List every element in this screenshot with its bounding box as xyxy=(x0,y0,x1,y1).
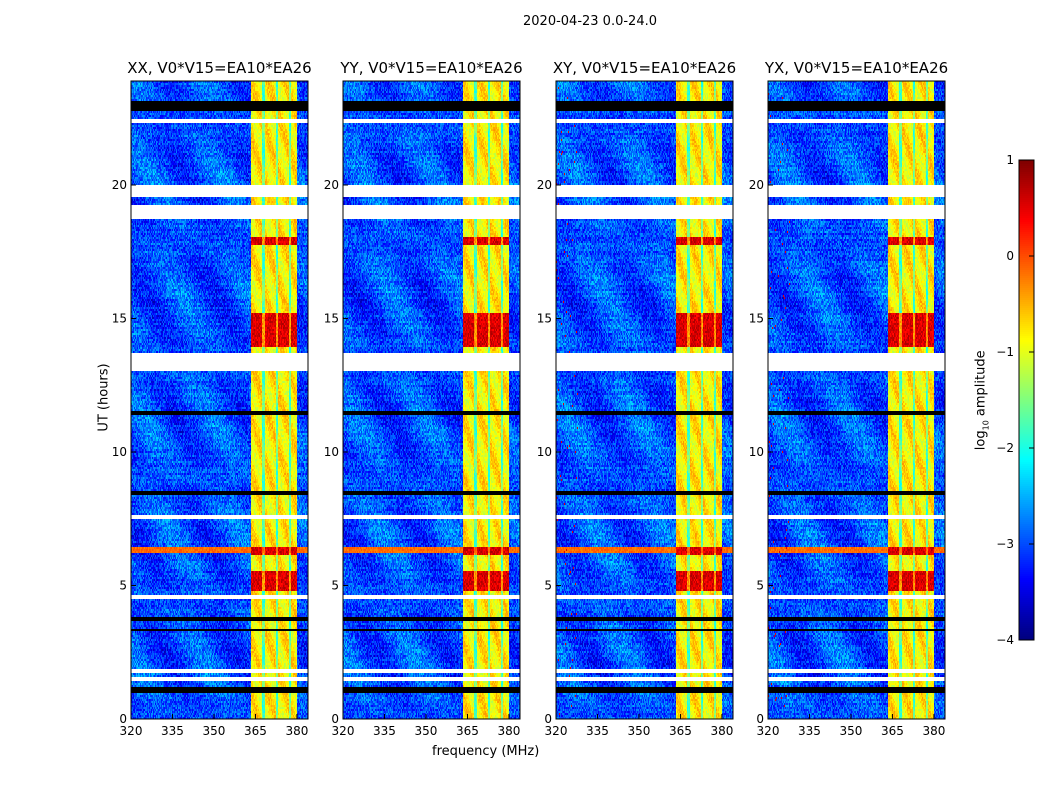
y-tick-label: 15 xyxy=(112,312,127,326)
x-tick-label: 320 xyxy=(757,724,780,738)
x-tick-label: 350 xyxy=(628,724,651,738)
y-tick-label: 5 xyxy=(119,579,127,593)
dynamic-spectrum-yx xyxy=(768,81,945,719)
dynamic-spectrum-xy xyxy=(556,81,733,719)
x-tick-label: 320 xyxy=(332,724,355,738)
figure-title: 2020-04-23 0.0-24.0 xyxy=(523,14,657,29)
panel-title: XY, V0*V15=EA10*EA26 xyxy=(552,59,737,77)
x-tick-label: 350 xyxy=(203,724,226,738)
colorbar-tick-label: −4 xyxy=(996,633,1014,647)
x-axis-label: frequency (MHz) xyxy=(432,744,540,759)
y-tick-label: 5 xyxy=(544,579,552,593)
panel-frame xyxy=(767,80,946,720)
colorbar-tick-label: 0 xyxy=(1006,249,1014,263)
colorbar-tick-label: 1 xyxy=(1006,153,1014,167)
y-tick-label: 0 xyxy=(756,712,764,726)
colorbar-tick-label: −2 xyxy=(996,441,1014,455)
x-tick-label: 365 xyxy=(881,724,904,738)
y-tick-label: 15 xyxy=(537,312,552,326)
x-tick-label: 335 xyxy=(586,724,609,738)
x-tick-label: 365 xyxy=(456,724,479,738)
colorbar-tick-label: −1 xyxy=(996,345,1014,359)
x-tick-label: 380 xyxy=(497,724,520,738)
y-tick-label: 10 xyxy=(537,445,552,459)
x-tick-label: 335 xyxy=(798,724,821,738)
panel-title: YX, V0*V15=EA10*EA26 xyxy=(764,59,949,77)
panel-title: XX, V0*V15=EA10*EA26 xyxy=(127,59,312,77)
x-tick-label: 335 xyxy=(161,724,184,738)
y-tick-label: 10 xyxy=(324,445,339,459)
y-tick-label: 15 xyxy=(324,312,339,326)
y-tick-label: 20 xyxy=(112,178,127,192)
y-tick-label: 5 xyxy=(331,579,339,593)
x-tick-label: 350 xyxy=(415,724,438,738)
colorbar-tick-label: −3 xyxy=(996,537,1014,551)
y-tick-label: 20 xyxy=(324,178,339,192)
x-tick-label: 320 xyxy=(545,724,568,738)
y-tick-label: 20 xyxy=(537,178,552,192)
y-tick-label: 20 xyxy=(749,178,764,192)
x-tick-label: 380 xyxy=(285,724,308,738)
y-tick-label: 0 xyxy=(331,712,339,726)
dynamic-spectrum-yy xyxy=(343,81,520,719)
x-tick-label: 365 xyxy=(244,724,267,738)
x-tick-label: 320 xyxy=(120,724,143,738)
x-tick-label: 365 xyxy=(669,724,692,738)
y-tick-label: 10 xyxy=(112,445,127,459)
x-tick-label: 380 xyxy=(710,724,733,738)
panel-frame xyxy=(342,80,521,720)
y-tick-label: 5 xyxy=(756,579,764,593)
y-tick-label: 10 xyxy=(749,445,764,459)
x-tick-label: 380 xyxy=(922,724,945,738)
y-tick-label: 15 xyxy=(749,312,764,326)
x-tick-label: 335 xyxy=(373,724,396,738)
colorbar xyxy=(1019,160,1034,640)
panel-frame xyxy=(555,80,734,720)
panel-title: YY, V0*V15=EA10*EA26 xyxy=(340,59,523,77)
panel-frame xyxy=(130,80,309,720)
dynamic-spectrum-xx xyxy=(131,81,308,719)
x-tick-label: 350 xyxy=(840,724,863,738)
y-tick-label: 0 xyxy=(544,712,552,726)
colorbar-frame xyxy=(1018,159,1035,641)
y-tick-label: 0 xyxy=(119,712,127,726)
